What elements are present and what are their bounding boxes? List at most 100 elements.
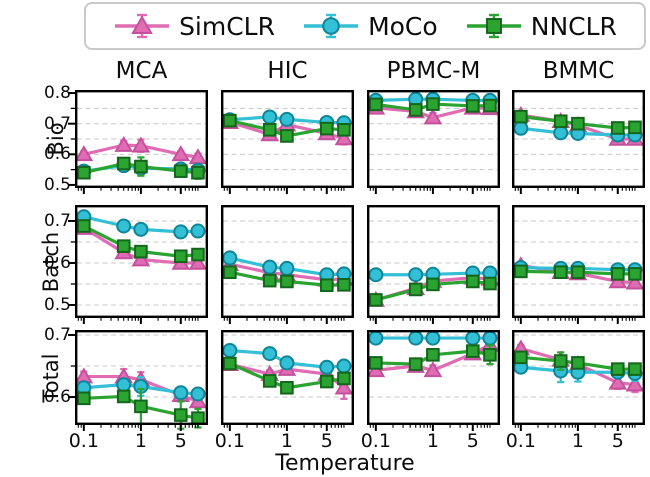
marker-circle <box>116 377 132 393</box>
marker-square <box>280 274 294 289</box>
marker-square <box>553 265 568 280</box>
legend-label: NNCLR <box>530 11 617 41</box>
col-title-bmmc: BMMC <box>542 58 615 84</box>
legend-item-simclr: SimCLR <box>113 10 275 42</box>
marker-square <box>77 391 91 406</box>
marker-triangle <box>171 145 191 162</box>
marker-triangle <box>131 250 151 267</box>
marker-square <box>173 164 188 178</box>
marker-square <box>369 97 383 112</box>
y-tick-label: 0.7 <box>43 113 71 134</box>
marker-circle <box>279 111 295 127</box>
marker-circle <box>322 17 340 35</box>
marker-square <box>262 374 277 388</box>
marker-circle <box>319 359 335 375</box>
marker-square <box>280 129 294 143</box>
col-title-hic: HIC <box>267 58 308 84</box>
marker-triangle <box>423 361 443 378</box>
marker-square <box>571 356 585 370</box>
legend-item-moco: MoCo <box>302 10 438 42</box>
legend-label: MoCo <box>368 11 438 41</box>
marker-square <box>465 99 480 113</box>
series-nnclr <box>369 274 497 307</box>
marker-circle <box>279 260 295 276</box>
marker-square <box>77 219 91 233</box>
series-moco <box>76 209 206 240</box>
marker-square <box>483 98 497 113</box>
marker-square <box>426 97 440 111</box>
marker-triangle <box>625 375 645 392</box>
subplot-batch-bmmc <box>511 205 646 324</box>
x-axis-label: Temperature <box>275 451 415 476</box>
marker-circle <box>262 259 278 275</box>
marker-square <box>408 103 423 117</box>
subplot-bio-hic <box>220 90 355 194</box>
marker-square <box>116 239 131 253</box>
series-moco <box>222 109 352 131</box>
marker-triangle <box>131 136 151 153</box>
subplot-total-mca <box>68 330 209 431</box>
marker-square <box>262 273 277 288</box>
marker-square <box>408 282 423 297</box>
series-simclr <box>74 135 208 165</box>
marker-triangle <box>423 108 443 125</box>
marker-square <box>628 267 642 281</box>
marker-square <box>408 357 423 371</box>
marker-square <box>514 264 528 279</box>
series-nnclr <box>223 113 351 143</box>
marker-circle <box>133 221 149 237</box>
marker-square <box>191 247 205 262</box>
y-tick-label: 0.7 <box>43 210 71 231</box>
square-icon <box>466 13 521 39</box>
marker-square <box>610 362 625 376</box>
subplot-bio-pbmc-m <box>366 90 501 194</box>
marker-square <box>628 362 642 376</box>
marker-circle <box>279 355 295 371</box>
marker-square <box>319 374 334 389</box>
marker-square <box>369 356 383 370</box>
subplot-total-bmmc <box>511 330 646 431</box>
marker-square <box>116 389 131 404</box>
marker-square <box>426 277 440 292</box>
y-tick-label: 0.6 <box>43 387 71 408</box>
marker-circle <box>408 267 424 283</box>
x-tick-label: 0.1 <box>360 430 391 452</box>
marker-circle <box>465 330 481 346</box>
marker-triangle <box>608 272 628 289</box>
subplot-bio-mca <box>68 90 209 194</box>
marker-circle <box>262 346 278 362</box>
marker-triangle <box>334 129 354 146</box>
legend-label: SimCLR <box>179 11 275 41</box>
subplot-total-hic <box>220 330 355 431</box>
marker-circle <box>368 267 384 283</box>
marker-triangle <box>188 253 208 270</box>
col-title-pbmc-m: PBMC-M <box>386 58 481 84</box>
marker-square <box>514 109 528 124</box>
marker-square <box>337 123 351 137</box>
marker-circle <box>482 330 498 346</box>
marker-circle <box>173 385 189 401</box>
marker-triangle <box>131 15 153 34</box>
marker-square <box>610 267 625 281</box>
y-tick-label: 0.5 <box>43 294 71 315</box>
marker-square <box>116 156 131 171</box>
marker-circle <box>408 330 424 346</box>
marker-circle <box>190 223 206 239</box>
x-tick-label: 0.1 <box>214 430 245 452</box>
marker-triangle <box>608 373 628 390</box>
subplot-batch-mca <box>68 205 209 324</box>
marker-square <box>426 348 440 362</box>
series-nnclr <box>223 265 351 293</box>
series-nnclr <box>77 156 205 180</box>
triangle-icon <box>115 13 170 39</box>
marker-square <box>262 123 277 137</box>
marker-square <box>134 244 148 259</box>
marker-triangle <box>74 145 94 162</box>
marker-square <box>571 116 585 131</box>
x-tick-label: 1 <box>426 430 439 452</box>
series-nnclr <box>369 97 497 117</box>
series-nnclr <box>77 219 205 264</box>
series-nnclr <box>369 344 497 371</box>
marker-square <box>173 408 188 422</box>
